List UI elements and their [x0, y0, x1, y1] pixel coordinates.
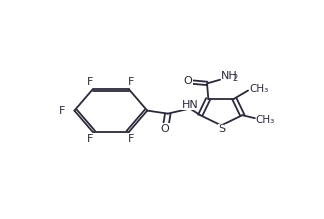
Text: F: F: [59, 106, 65, 116]
Text: HN: HN: [182, 99, 199, 110]
Text: 2: 2: [232, 74, 237, 83]
Text: F: F: [128, 134, 135, 144]
Text: O: O: [183, 76, 192, 86]
Text: NH: NH: [221, 71, 237, 81]
Text: CH₃: CH₃: [249, 84, 268, 94]
Text: O: O: [160, 124, 169, 134]
Text: CH₃: CH₃: [256, 115, 275, 125]
Text: S: S: [218, 124, 226, 134]
Text: F: F: [128, 77, 135, 87]
Text: F: F: [87, 77, 93, 87]
Text: F: F: [87, 134, 93, 144]
